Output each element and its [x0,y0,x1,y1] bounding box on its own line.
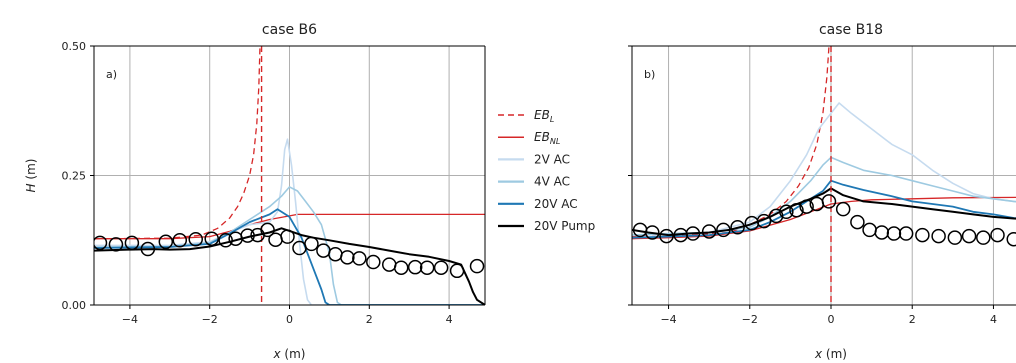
plot-area [94,46,485,305]
observation-point [240,228,255,243]
observation-point [645,225,660,240]
observation-point [158,234,174,250]
observation-point [419,260,435,275]
series-line-20v-ac [94,208,485,305]
observation-point [260,222,275,238]
observation-point [701,224,717,239]
observation-point [140,241,156,257]
series-line-eb-l [94,46,261,240]
x-tick-label: −4 [122,313,138,326]
x-tick-label: −2 [742,313,758,326]
legend-label: 20V Pump [534,219,595,233]
series-line-eb-l [632,46,830,238]
plot-area [632,46,1016,305]
observation-point [886,226,902,241]
panel-b: −4 −2 0 2 4 case B18 b) x (m) [628,22,1016,361]
observation-point [449,263,465,279]
legend-label: 4V AC [534,175,570,189]
observation-point [730,220,745,235]
observation-point [188,231,203,247]
series-line-2v-ac [632,102,1016,239]
y-tick-label: 0.00 [62,299,87,312]
panel-label: b) [644,68,655,81]
observation-point [469,258,485,274]
x-tick-label: 0 [286,313,293,326]
observation-point [862,222,877,238]
observation-point [947,230,963,245]
legend: EBL EBNL 2V AC 4V AC 20V AC 20V Pump [498,108,595,233]
series-line-4v-ac [632,156,1016,236]
observation-point [931,228,946,244]
observation-point [659,228,674,244]
y-tick-label: 0.50 [62,40,87,53]
observation-point [850,214,865,230]
observation-point [685,226,701,241]
observation-point [366,254,381,270]
observation-point [976,230,991,245]
observation-point [821,194,837,209]
observation-point [352,251,367,266]
observation-point [915,227,930,243]
x-tick-label: 4 [990,313,997,326]
x-axis-label: x (m) [814,347,847,361]
observation-point [898,226,914,241]
panel-a: −4 −2 0 2 4 0.00 0.25 0.50 case B6 a) x (m) H (m) [24,22,486,361]
x-tick-label: −4 [660,313,676,326]
observation-point [961,228,977,244]
observation-point [304,236,319,252]
observation-point [328,246,343,262]
observation-point [204,231,219,246]
x-tick-label: 0 [828,313,835,326]
observation-point [94,235,108,251]
observation-point [172,233,188,248]
observation-point [756,213,772,229]
panel-label: a) [106,68,117,81]
observation-point [108,237,124,252]
observation-point [268,232,283,247]
series-line-eb-nl [632,196,1016,240]
observation-point [789,202,804,218]
legend-label: EBNL [534,130,560,146]
x-tick-label: 2 [909,313,916,326]
observation-point [799,199,814,214]
legend-label: 20V AC [534,197,578,211]
observation-point [393,260,409,275]
x-tick-label: 4 [446,313,453,326]
chart-title: case B18 [819,22,883,38]
x-tick-label: −2 [202,313,218,326]
observation-point [381,257,397,272]
legend-label: 2V AC [534,152,570,166]
chart-title: case B6 [262,22,317,38]
observation-point [218,233,233,248]
observation-point [1006,231,1016,247]
y-tick-label: 0.25 [62,170,87,183]
observation-point [280,229,295,244]
series-line-4v-ac [94,186,485,305]
observation-point [768,208,784,224]
series-line-20v-ac [632,179,1016,239]
legend-label: EBL [534,108,554,124]
x-axis-label: x (m) [273,347,306,361]
observation-point [124,235,140,251]
y-axis-label: H (m) [24,159,38,193]
observation-point [340,250,355,265]
observation-point [835,201,851,217]
observation-point [874,225,890,240]
observation-point [990,227,1005,243]
observation-point [779,204,794,220]
observation-point [407,259,423,275]
x-tick-label: 2 [366,313,373,326]
observation-point [716,222,731,238]
observation-point [433,260,449,275]
